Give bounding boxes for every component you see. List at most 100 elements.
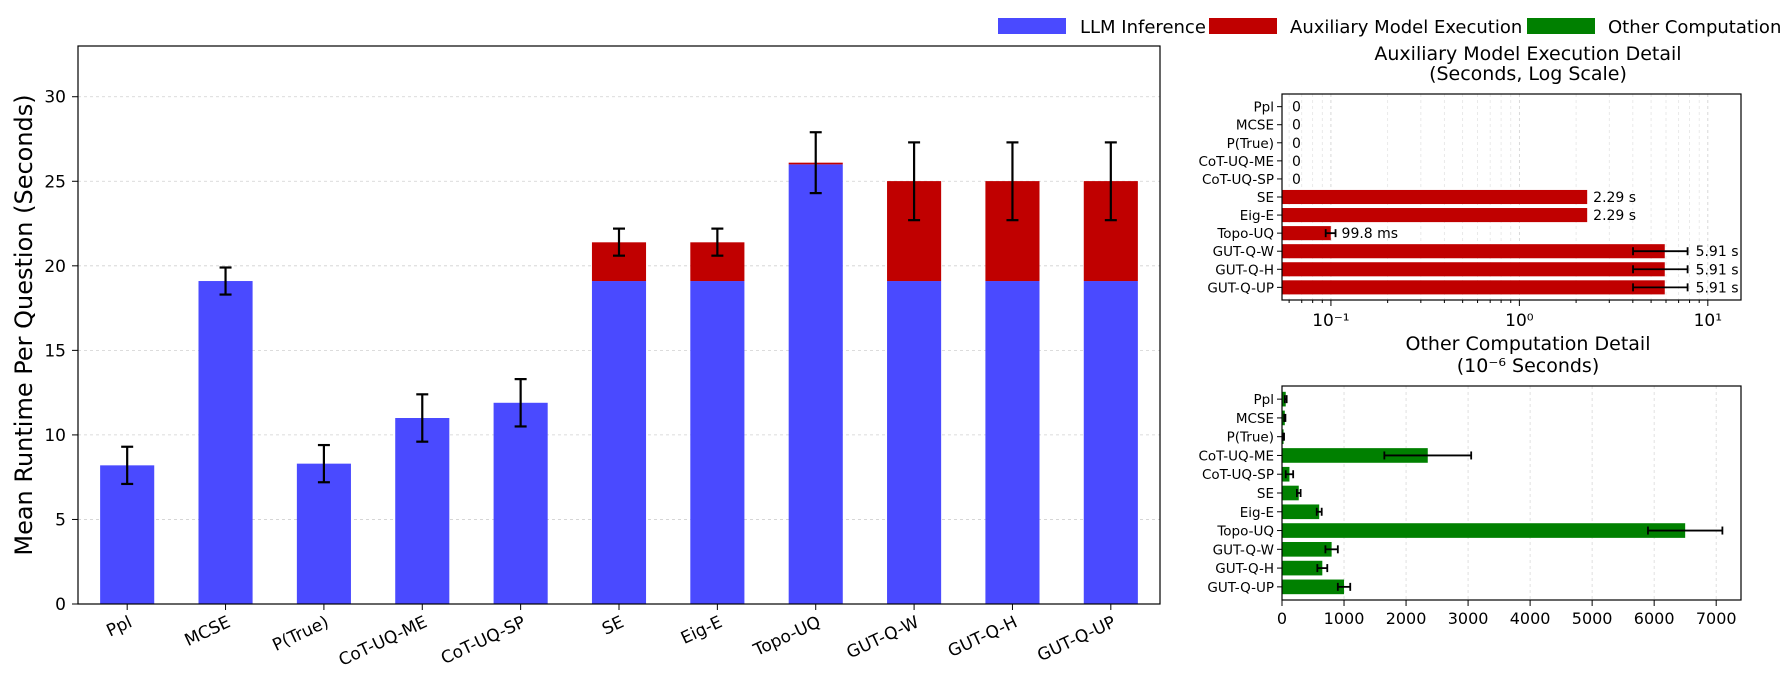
main-errorbar-gut-q-up <box>1104 141 1117 222</box>
legend-item-auxiliary: Auxiliary Model Execution <box>1209 17 1522 38</box>
other-xtick-label-6000: 6000 <box>1634 609 1675 628</box>
aux-bar-se <box>1282 189 1588 205</box>
other-errorbar-gut-q-h <box>1316 564 1329 573</box>
main-runtime-chart: 0 5 10 15 20 25 30 Ppl MCSE P(True) CoT-UQ-ME CoT-… <box>10 45 1161 671</box>
other-bar-cot-uq-me <box>1282 448 1428 463</box>
aux-xtick-label-0: 10⁻¹ <box>1312 311 1349 331</box>
other-ytick-label-cot-uq-me: CoT-UQ-ME <box>1199 448 1275 464</box>
aux-error-bars <box>1324 229 1689 292</box>
other-xtick-label-1000: 1000 <box>1324 609 1365 628</box>
main-bar-llm-inference-gut-q-w <box>887 281 942 604</box>
other-chart-subtitle: (10⁻⁶ Seconds) <box>1457 355 1600 377</box>
main-bar-llm-inference-gut-q-h <box>985 281 1040 604</box>
aux-data-label-gut-q-w: 5.91 s <box>1696 244 1739 260</box>
other-errorbar-mcse <box>1283 413 1287 422</box>
main-xtick-label-gut-q-h: GUT-Q-H <box>945 612 1020 661</box>
aux-ytick-label-se: SE <box>1257 190 1274 206</box>
legend-swatch-auxiliary <box>1209 18 1277 34</box>
legend: LLM Inference Auxiliary Model Execution … <box>998 17 1781 38</box>
aux-ytick-label-gut-q-w: GUT-Q-W <box>1213 244 1274 260</box>
other-ytick-label-topo-uq: Topo-UQ <box>1216 524 1274 540</box>
other-y-ticks: Ppl MCSE P(True) CoT-UQ-ME CoT-UQ-SP SE Eig-E T… <box>1199 392 1282 596</box>
aux-data-label-p-true: 0 <box>1292 136 1301 152</box>
main-errorbar-mcse <box>219 266 232 296</box>
aux-data-label-se: 2.29 s <box>1593 190 1636 206</box>
main-ytick-label-30: 30 <box>44 88 66 108</box>
aux-errorbar-topo-uq <box>1324 229 1337 238</box>
aux-data-label-gut-q-h: 5.91 s <box>1696 262 1739 278</box>
main-errorbar-cot-uq-me <box>416 393 429 443</box>
main-xtick-label-cot-uq-me: CoT-UQ-ME <box>336 612 431 670</box>
legend-label-auxiliary: Auxiliary Model Execution <box>1290 17 1522 38</box>
aux-ytick-label-topo-uq: Topo-UQ <box>1216 226 1274 242</box>
other-bar-topo-uq <box>1282 523 1686 538</box>
other-chart-title: Other Computation Detail <box>1406 333 1651 355</box>
other-ytick-label-p-true: P(True) <box>1227 430 1274 446</box>
aux-bar-eig-e <box>1282 208 1588 223</box>
aux-errorbar-gut-q-h <box>1632 265 1689 274</box>
main-bar-llm-inference-mcse <box>198 281 253 604</box>
main-bar-llm-inference-gut-q-up <box>1083 281 1138 604</box>
legend-swatch-llm-inference <box>998 18 1066 34</box>
other-bar-gut-q-up <box>1282 579 1345 595</box>
main-errorbar-se <box>613 227 625 257</box>
aux-errorbar-gut-q-w <box>1632 247 1689 256</box>
other-bar-se <box>1282 485 1299 501</box>
main-bar-llm-inference-eig-e <box>690 281 745 604</box>
main-ytick-label-15: 15 <box>44 341 66 361</box>
other-ytick-label-mcse: MCSE <box>1236 411 1274 427</box>
other-errorbar-se <box>1295 489 1302 497</box>
other-ytick-label-ppl: Ppl <box>1254 392 1274 408</box>
main-xtick-label-se: SE <box>599 612 627 639</box>
legend-item-other: Other Computation <box>1527 17 1781 38</box>
main-ytick-label-5: 5 <box>55 510 66 530</box>
other-bar-gut-q-h <box>1282 560 1323 576</box>
main-x-ticks: Ppl MCSE P(True) CoT-UQ-ME CoT-UQ-SP SE Eig-E T… <box>103 604 1119 671</box>
aux-ytick-label-mcse: MCSE <box>1236 118 1274 134</box>
main-xtick-label-eig-e: Eig-E <box>678 612 726 648</box>
aux-xtick-label-1: 10⁰ <box>1505 311 1534 331</box>
main-xtick-label-ppl: Ppl <box>103 612 135 641</box>
main-bar-llm-inference-se <box>591 281 647 604</box>
aux-ytick-label-ppl: Ppl <box>1254 100 1274 116</box>
legend-item-llm-inference: LLM Inference <box>998 17 1206 38</box>
other-errorbar-p-true <box>1282 432 1285 441</box>
aux-x-ticks: 10⁻¹ 10⁰ 10¹ <box>1288 300 1722 331</box>
other-ytick-label-gut-q-w: GUT-Q-W <box>1213 542 1274 558</box>
other-ytick-label-gut-q-h: GUT-Q-H <box>1215 561 1274 577</box>
aux-detail-chart: Auxiliary Model Execution Detail (Second… <box>1199 43 1742 331</box>
other-detail-chart: Other Computation Detail (10⁻⁶ Seconds) … <box>1199 333 1742 628</box>
main-bar-llm-inference-cot-uq-sp <box>493 402 548 604</box>
other-xtick-label-4000: 4000 <box>1510 609 1551 628</box>
other-ytick-label-se: SE <box>1257 486 1274 502</box>
main-errorbar-gut-q-h <box>1006 141 1019 222</box>
main-errorbar-gut-q-w <box>908 141 921 222</box>
main-errorbar-cot-uq-sp <box>514 378 527 428</box>
other-ytick-label-gut-q-up: GUT-Q-UP <box>1207 580 1274 596</box>
aux-ytick-label-cot-uq-sp: CoT-UQ-SP <box>1202 172 1274 188</box>
main-bar-llm-inference-topo-uq <box>788 164 843 604</box>
main-bars <box>100 162 1138 604</box>
main-error-bars <box>121 131 1117 486</box>
aux-data-labels: 0 0 0 0 0 2.29 s 2.29 s 99.8 ms 5.91 s 5.91 s 5.91… <box>1292 100 1739 297</box>
aux-data-label-eig-e: 2.29 s <box>1593 208 1636 224</box>
main-bar-llm-inference-ppl <box>100 465 155 604</box>
aux-y-ticks: Ppl MCSE P(True) CoT-UQ-ME CoT-UQ-SP SE Eig-E T… <box>1199 100 1282 296</box>
aux-data-label-cot-uq-sp: 0 <box>1292 172 1301 188</box>
other-bar-eig-e <box>1282 504 1320 520</box>
other-xtick-label-0: 0 <box>1277 609 1287 628</box>
aux-chart-subtitle: (Seconds, Log Scale) <box>1429 63 1627 85</box>
aux-data-label-topo-uq: 99.8 ms <box>1342 226 1399 242</box>
aux-bar-gut-q-w <box>1282 244 1665 259</box>
main-bar-llm-inference-p-true <box>296 463 351 604</box>
aux-ytick-label-gut-q-h: GUT-Q-H <box>1215 262 1274 278</box>
other-errorbar-eig-e <box>1315 507 1323 516</box>
main-errorbar-p-true <box>317 443 330 484</box>
other-bars <box>1282 391 1686 595</box>
aux-data-label-mcse: 0 <box>1292 118 1301 134</box>
main-errorbar-ppl <box>121 445 134 486</box>
main-ytick-label-0: 0 <box>55 595 66 615</box>
main-xtick-label-mcse: MCSE <box>182 612 234 650</box>
main-bar-llm-inference-cot-uq-me <box>395 418 450 604</box>
